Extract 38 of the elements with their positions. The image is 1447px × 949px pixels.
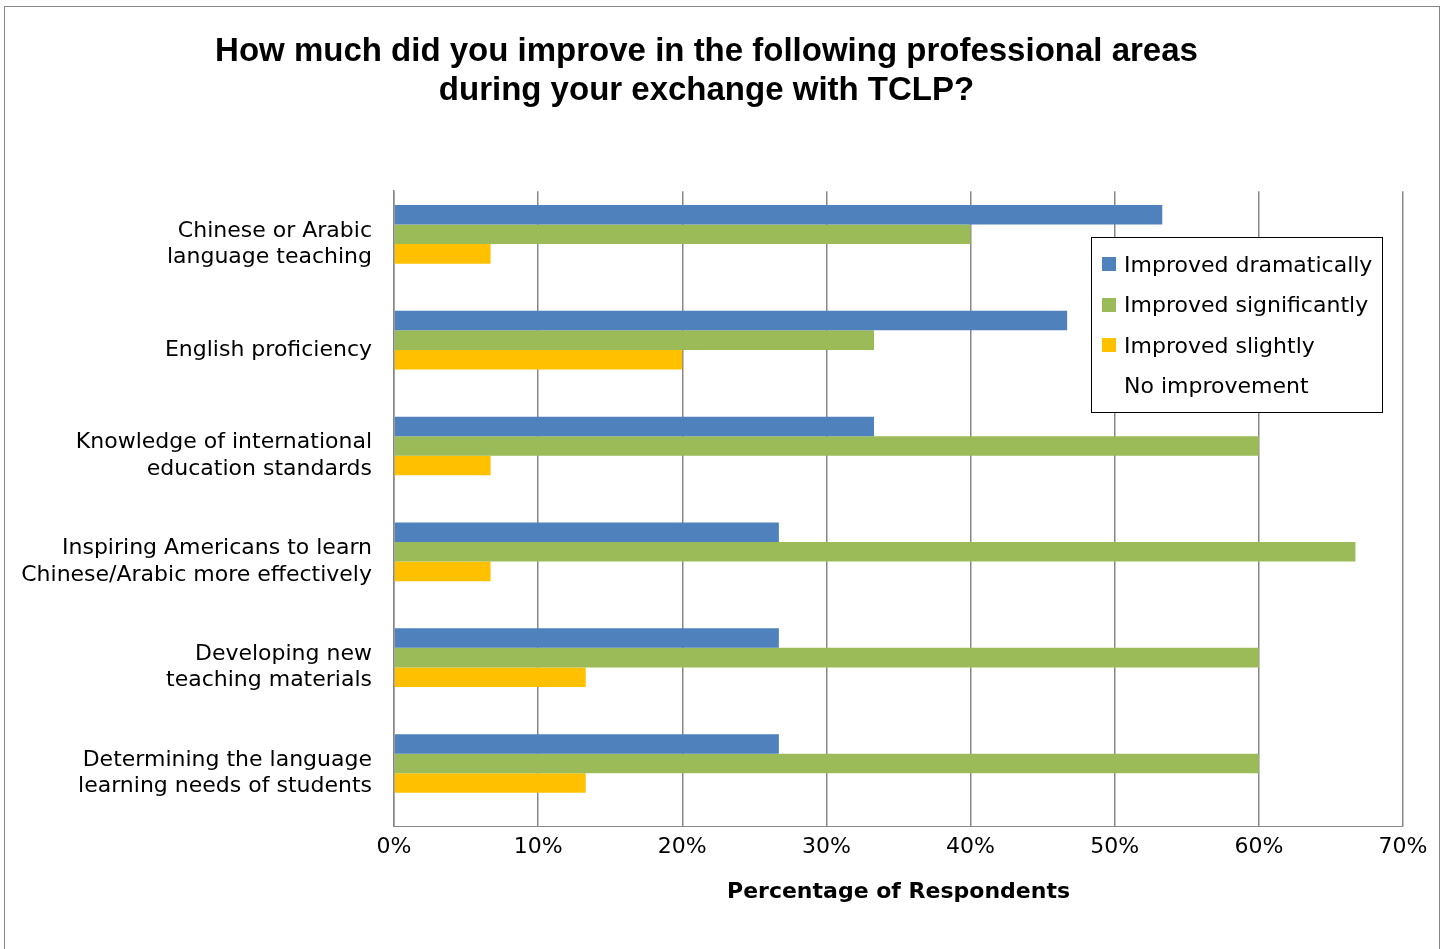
y-tick-label: Developing new teaching materials (166, 639, 372, 692)
y-tick-label: English proficiency (164, 335, 372, 361)
bar (394, 561, 491, 582)
bar (394, 753, 1259, 774)
bar (394, 310, 1068, 331)
bar (394, 204, 1163, 225)
y-tick-label: Chinese or Arabic language teaching (166, 216, 372, 269)
x-tick-label: 50% (1090, 833, 1140, 859)
x-tick-label: 30% (801, 833, 851, 859)
y-tick-label: Knowledge of international education standards (75, 428, 372, 480)
x-tick-label: 10% (513, 833, 563, 859)
bar (394, 734, 779, 754)
legend-label: Improved slightly (1124, 332, 1315, 358)
x-tick-label: 20% (657, 833, 707, 859)
legend-label: Improved dramatically (1124, 251, 1373, 277)
bar (394, 330, 874, 350)
chart-title: How much did you improve in the following professional areas during your exchange with TCLP? (215, 30, 1198, 108)
bar (394, 628, 779, 648)
x-tick-label: 60% (1234, 833, 1284, 859)
bar (394, 436, 1259, 456)
bar (394, 667, 586, 688)
bar (394, 773, 586, 793)
bar (394, 349, 683, 370)
bar (394, 224, 971, 245)
x-axis-title: Percentage of Respondents (727, 877, 1070, 903)
bar (394, 647, 1259, 668)
x-tick-label: 70% (1378, 833, 1428, 859)
bar (394, 416, 874, 437)
x-tick-label: 0% (376, 833, 412, 859)
bar (394, 542, 1356, 562)
bar (394, 244, 491, 264)
legend-label: Improved significantly (1124, 292, 1369, 318)
y-tick-label: Inspiring Americans to learn Chinese/Arabic more effectively (21, 534, 372, 586)
bar (394, 522, 779, 543)
y-tick-label: Determining the language learning needs of students (78, 745, 372, 798)
bar (394, 455, 491, 476)
x-tick-label: 40% (946, 833, 996, 859)
text: No improvement (1124, 373, 1309, 399)
